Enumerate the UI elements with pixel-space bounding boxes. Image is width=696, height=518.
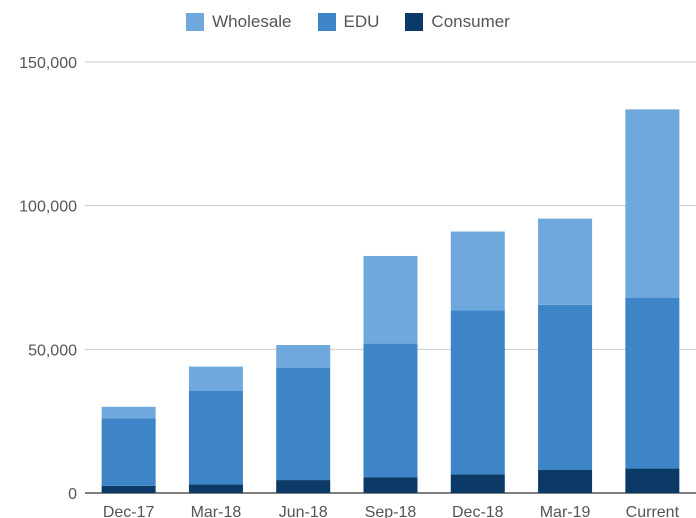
x-tick-label: Mar-18: [191, 504, 242, 518]
legend-item-consumer: Consumer: [405, 12, 510, 32]
bar-edu-dec-18: [450, 310, 505, 475]
legend-item-wholesale: Wholesale: [186, 12, 292, 32]
bar-wholesale-jun-18: [276, 345, 331, 369]
bar-edu-mar-19: [538, 304, 593, 471]
legend-swatch-wholesale: [186, 13, 205, 31]
bar-wholesale-sep-18: [363, 255, 418, 344]
bar-edu-mar-18: [188, 390, 243, 485]
x-tick-label: Sep-18: [365, 504, 417, 518]
x-axis-ticks: Dec-17 Mar-18 Jun-18 Sep-18 Dec-18 Mar-19 Curr…: [103, 504, 680, 518]
bar-edu-sep-18: [363, 343, 418, 478]
bar-wholesale-dec-18: [450, 231, 505, 311]
bar-consumer-mar-19: [538, 470, 593, 493]
legend-swatch-edu: [317, 13, 336, 31]
x-tick-label: Jun-18: [279, 504, 328, 518]
y-tick-label: 100,000: [19, 199, 77, 216]
x-tick-label: Current: [626, 504, 680, 518]
legend-label-wholesale: Wholesale: [212, 12, 292, 31]
bar-consumer-dec-18: [450, 474, 505, 493]
bar-consumer-dec-17: [101, 485, 156, 493]
grid-lines: [85, 61, 696, 494]
y-tick-label: 50,000: [28, 342, 77, 359]
x-tick-label: Dec-17: [103, 504, 155, 518]
x-tick-label: Dec-18: [452, 504, 504, 518]
y-tick-label: 150,000: [19, 55, 77, 72]
bar-wholesale-current: [625, 109, 680, 298]
legend-label-consumer: Consumer: [431, 12, 510, 31]
bar-wholesale-mar-19: [538, 218, 593, 305]
bar-wholesale-dec-17: [101, 406, 156, 419]
y-tick-label: 0: [68, 486, 77, 503]
bar-consumer-mar-18: [188, 484, 243, 493]
bar-consumer-sep-18: [363, 477, 418, 493]
legend-swatch-consumer: [405, 13, 424, 31]
legend: Wholesale EDU Consumer: [0, 12, 696, 32]
bar-consumer-current: [625, 468, 680, 493]
bar-edu-jun-18: [276, 368, 331, 481]
bar-edu-dec-17: [101, 418, 156, 486]
bar-edu-current: [625, 297, 680, 469]
bars: [101, 109, 680, 493]
legend-item-edu: EDU: [317, 12, 380, 32]
bar-consumer-jun-18: [276, 480, 331, 493]
x-tick-label: Mar-19: [540, 504, 591, 518]
bar-wholesale-mar-18: [188, 366, 243, 391]
y-axis-ticks: 0 50,000 100,000 150,000: [19, 55, 77, 503]
legend-label-edu: EDU: [343, 12, 380, 31]
